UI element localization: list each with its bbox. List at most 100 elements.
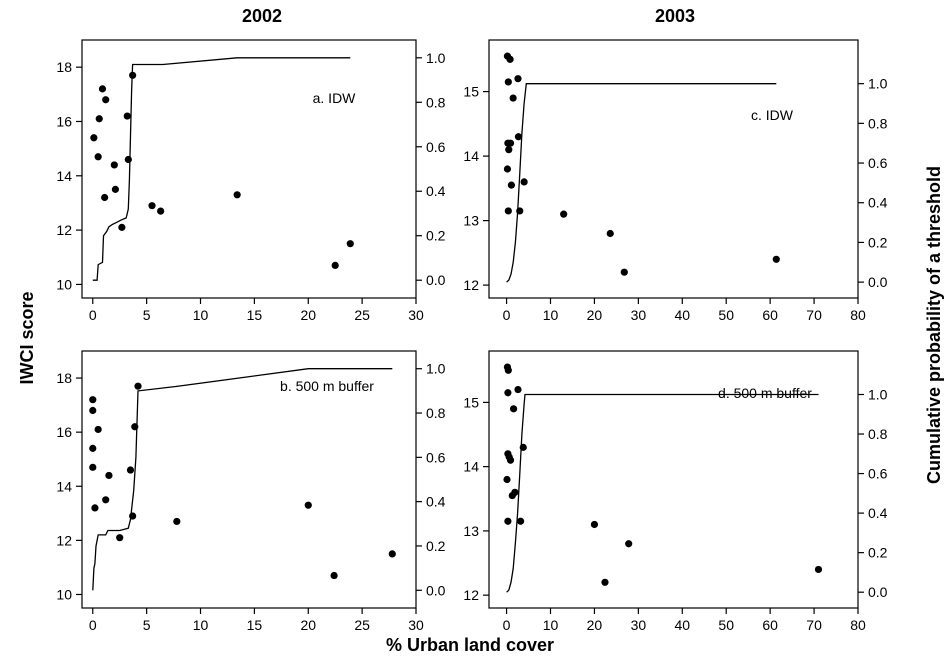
y2-tick-label: 0.6 — [426, 139, 446, 155]
data-point — [116, 534, 124, 542]
y-tick-label: 15 — [463, 394, 479, 410]
data-point — [134, 382, 142, 390]
data-point — [514, 385, 522, 394]
data-point — [509, 405, 518, 413]
y-tick-label: 14 — [56, 168, 72, 184]
x-tick-label: 30 — [408, 307, 424, 323]
data-point — [331, 261, 339, 270]
x-tick-label: 5 — [143, 617, 151, 633]
x-tick-label: 50 — [718, 307, 734, 323]
data-point — [505, 146, 513, 154]
y2-tick-label: 1.0 — [868, 76, 888, 92]
data-point — [504, 517, 512, 525]
x-tick-label: 80 — [850, 307, 866, 323]
panel-b: 0 5 10 15 20 25 30 10 12 14 16 18 0.0 0.2 0.4 0.6 0.8 1.0… — [56, 350, 446, 633]
data-point — [503, 165, 512, 173]
y-tick-label: 15 — [463, 84, 479, 100]
x-tick-label: 25 — [354, 617, 370, 633]
y-tick-label: 12 — [56, 532, 72, 548]
x-tick-label: 0 — [503, 307, 511, 323]
data-point — [520, 178, 528, 186]
y2-tick-label: 0.0 — [868, 274, 888, 290]
data-point — [101, 193, 109, 202]
x-tick-label: 40 — [674, 307, 690, 323]
y2-tick-label: 0.6 — [868, 155, 888, 171]
data-point — [772, 255, 780, 263]
x-tick-label: 15 — [247, 617, 263, 633]
y-tick-label: 14 — [56, 478, 72, 494]
data-point — [507, 181, 516, 189]
column-title-2002: 2002 — [242, 6, 282, 26]
data-point — [91, 504, 99, 512]
y2-tick-label: 0.6 — [868, 466, 888, 482]
data-point — [509, 94, 517, 102]
plot-frame — [81, 350, 417, 609]
data-point — [148, 202, 156, 210]
y-axis-label-right: Cumulative probability of a threshold — [924, 166, 944, 484]
y2-tick-label: 1.0 — [426, 50, 446, 66]
y2-tick-label: 1.0 — [426, 361, 446, 377]
y-tick-label: 10 — [56, 586, 72, 602]
panel-annotation: b. 500 m buffer — [280, 378, 374, 394]
data-point — [506, 139, 515, 147]
data-point — [514, 75, 522, 83]
data-point — [118, 223, 126, 231]
y-tick-label: 10 — [56, 276, 72, 292]
data-point — [102, 96, 110, 104]
x-tick-label: 80 — [850, 617, 866, 633]
x-tick-label: 10 — [543, 617, 559, 633]
data-point — [516, 207, 524, 215]
x-tick-label: 15 — [247, 307, 263, 323]
data-point — [625, 540, 633, 548]
data-point — [504, 78, 512, 86]
x-tick-label: 70 — [806, 307, 822, 323]
y2-tick-label: 0.2 — [426, 538, 446, 554]
data-point — [519, 443, 527, 451]
x-axis-label: % Urban land cover — [386, 635, 554, 655]
data-point — [98, 85, 107, 93]
y2-tick-label: 0.8 — [426, 405, 446, 421]
x-tick-label: 70 — [806, 617, 822, 633]
data-point — [94, 153, 102, 161]
data-point — [514, 133, 523, 141]
y-axis-label-left: IWCI score — [17, 291, 37, 384]
data-point — [330, 571, 338, 580]
x-tick-label: 60 — [762, 307, 778, 323]
plot-frame — [488, 350, 859, 609]
data-point — [304, 501, 312, 509]
data-point — [89, 463, 97, 471]
plot-frame — [488, 39, 859, 299]
data-point — [111, 185, 119, 193]
y2-tick-label: 1.0 — [868, 386, 888, 402]
x-tick-label: 60 — [762, 617, 778, 633]
x-tick-label: 20 — [587, 617, 603, 633]
data-point — [388, 550, 396, 558]
data-point — [173, 517, 181, 526]
y2-tick-label: 0.8 — [868, 426, 888, 442]
data-point — [560, 210, 568, 218]
data-point — [506, 55, 514, 63]
y-tick-label: 13 — [463, 523, 479, 539]
data-point — [620, 268, 628, 276]
data-point — [517, 517, 525, 525]
x-tick-label: 30 — [631, 617, 647, 633]
panel-annotation: d. 500 m buffer — [718, 385, 812, 401]
data-point — [590, 520, 599, 529]
panel-a: 0 5 10 15 20 25 30 10 12 14 16 18 0.0 0.2 0.4 0.6 0.8 1.0… — [56, 39, 446, 323]
y2-tick-label: 0.0 — [426, 272, 446, 288]
panel-c: 0 10 20 30 40 50 60 70 80 12 13 14 15 0.0 0.2 0.4 0.6 0.8… — [463, 39, 888, 323]
x-tick-label: 25 — [354, 307, 370, 323]
data-point — [504, 207, 512, 215]
cumulative-probability-line — [92, 368, 393, 591]
panel-annotation: a. IDW — [313, 90, 357, 106]
y2-tick-label: 0.4 — [868, 195, 888, 211]
y2-tick-label: 0.8 — [426, 94, 446, 110]
data-point — [601, 578, 609, 586]
y-tick-label: 14 — [463, 148, 479, 164]
x-tick-label: 10 — [193, 617, 209, 633]
data-point — [814, 565, 823, 574]
x-tick-label: 20 — [300, 307, 316, 323]
y2-tick-label: 0.2 — [868, 545, 888, 561]
y2-tick-label: 0.4 — [868, 505, 888, 521]
data-point — [504, 389, 512, 397]
